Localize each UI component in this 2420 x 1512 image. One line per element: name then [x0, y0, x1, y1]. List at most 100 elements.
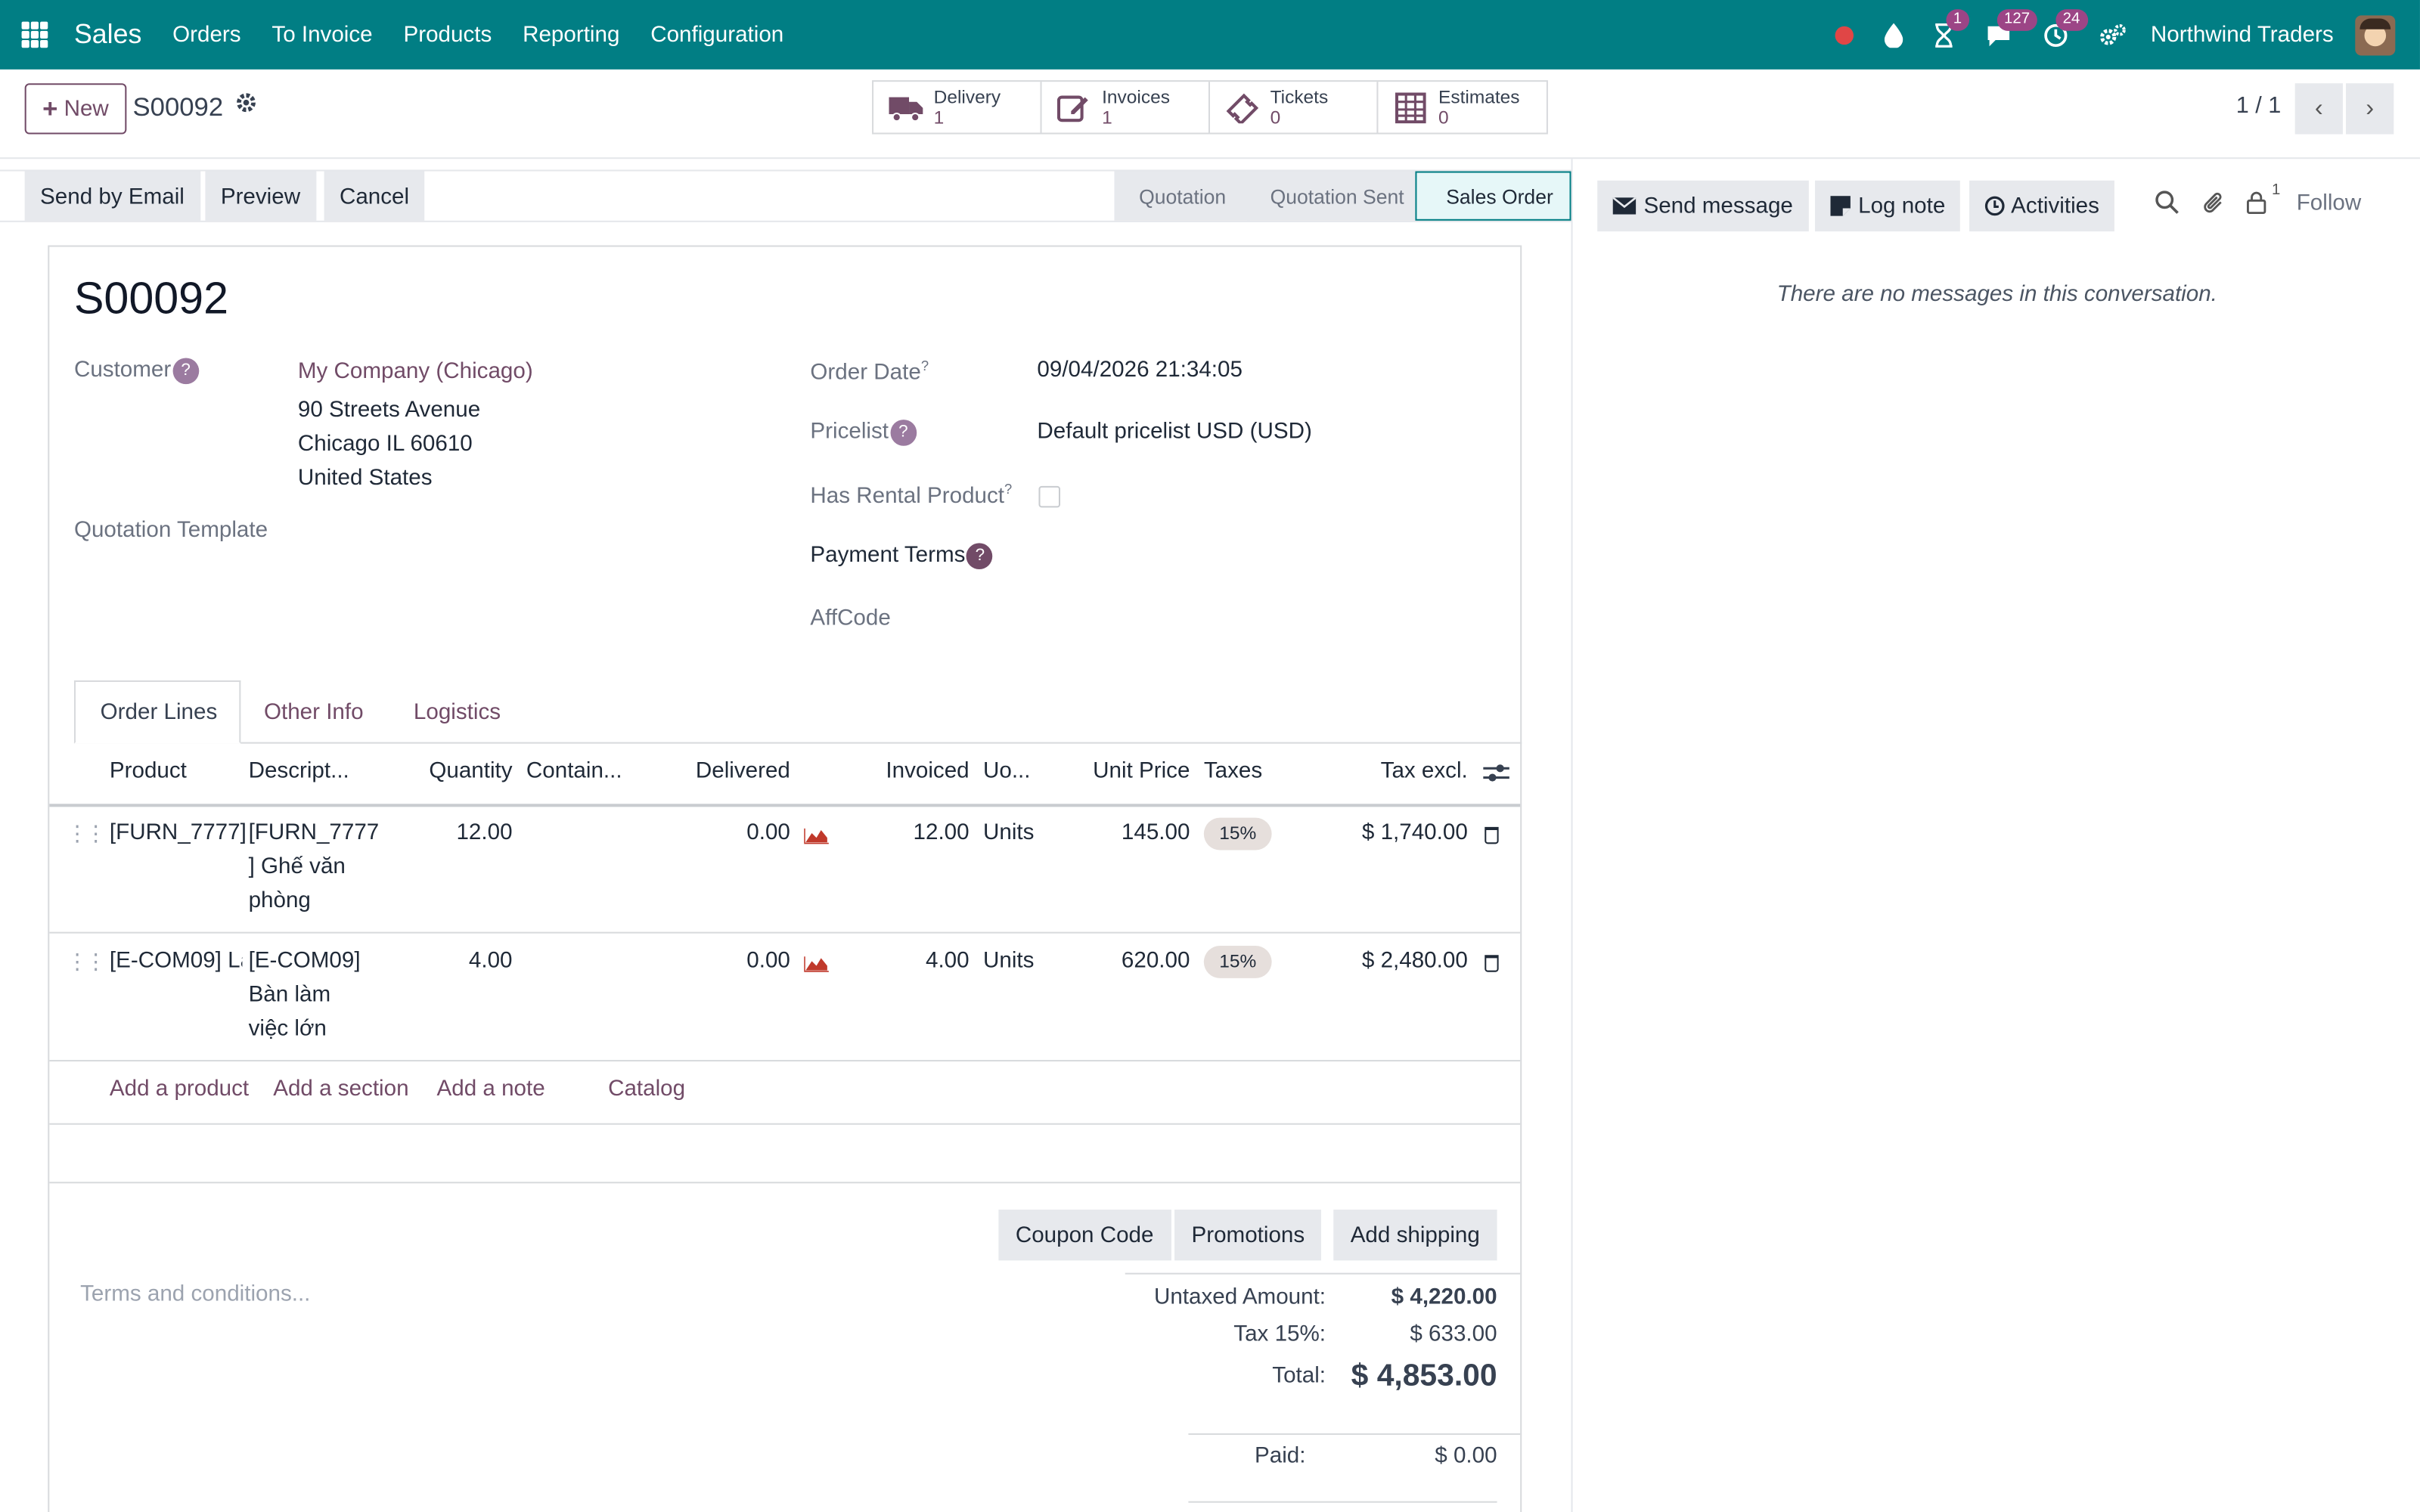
user-avatar[interactable]	[2355, 14, 2396, 55]
forecast-chart-icon[interactable]	[804, 826, 829, 844]
column-unit-price[interactable]: Unit Price	[1093, 759, 1190, 784]
paperclip-icon[interactable]	[2202, 190, 2226, 224]
send-message-button[interactable]: Send message	[1597, 180, 1809, 232]
customer-address-line1: 90 Streets Avenue	[297, 398, 481, 423]
drag-handle-icon[interactable]: ⋮⋮	[66, 820, 107, 846]
column-subtotal[interactable]: Tax excl.	[1380, 759, 1468, 784]
column-product[interactable]: Product	[109, 759, 187, 784]
top-navbar: Sales Orders To Invoice Products Reporti…	[0, 0, 2420, 70]
next-record-button[interactable]: ›	[2346, 83, 2394, 135]
tax-badge[interactable]: 15%	[1203, 946, 1272, 978]
log-note-button[interactable]: Log note	[1814, 180, 1961, 232]
tab-other-info[interactable]: Other Info	[263, 699, 364, 725]
estimates-label: Estimates	[1438, 85, 1520, 107]
menu-configuration[interactable]: Configuration	[650, 22, 784, 48]
trash-icon[interactable]	[1485, 955, 1499, 972]
invoices-count: 1	[1102, 105, 1112, 128]
column-taxes[interactable]: Taxes	[1203, 759, 1263, 784]
new-button[interactable]: + New	[24, 83, 127, 135]
terms-and-conditions-input[interactable]: Terms and conditions...	[80, 1281, 311, 1307]
add-product-link[interactable]: Add a product	[109, 1077, 250, 1102]
add-note-link[interactable]: Add a note	[436, 1077, 545, 1102]
pricelist-field[interactable]: Default pricelist USD (USD)	[1037, 420, 1312, 445]
catalog-link[interactable]: Catalog	[608, 1077, 686, 1102]
gear-icon[interactable]	[234, 91, 258, 122]
company-switcher[interactable]: Northwind Traders	[2150, 22, 2334, 48]
promotions-button[interactable]: Promotions	[1174, 1209, 1322, 1261]
rental-product-checkbox[interactable]	[1038, 485, 1061, 508]
column-container[interactable]: Contain...	[526, 759, 622, 784]
chat-icon[interactable]: 127	[1984, 8, 2038, 48]
help-icon[interactable]: ?	[890, 420, 917, 446]
menu-products[interactable]: Products	[403, 22, 492, 48]
ticket-icon	[1225, 91, 1259, 123]
settings-gears-icon[interactable]	[2099, 23, 2127, 48]
chevron-left-icon: ‹	[2314, 94, 2323, 122]
drag-handle-icon[interactable]: ⋮⋮	[66, 949, 107, 974]
tab-logistics[interactable]: Logistics	[413, 699, 501, 725]
stage-quotation-sent[interactable]: Quotation Sent	[1246, 171, 1420, 221]
invoice-edit-icon	[1056, 91, 1091, 122]
help-icon[interactable]: ?	[966, 543, 994, 570]
invoices-smart-button[interactable]: Invoices 1	[1042, 82, 1210, 133]
clock-icon[interactable]: 24	[2043, 8, 2088, 48]
preview-button[interactable]: Preview	[205, 171, 316, 222]
totals-bottom-divider	[1188, 1501, 1497, 1503]
record-dot-icon[interactable]	[1834, 25, 1854, 45]
estimates-smart-button[interactable]: Estimates 0	[1378, 82, 1546, 132]
stage-sales-order[interactable]: Sales Order	[1415, 171, 1571, 221]
followers-lock-icon[interactable]	[2245, 190, 2267, 222]
column-invoiced[interactable]: Invoiced	[886, 759, 970, 784]
forecast-chart-icon[interactable]	[804, 953, 829, 972]
tickets-count: 0	[1270, 105, 1281, 128]
trash-icon[interactable]	[1485, 826, 1499, 844]
optional-columns-icon[interactable]	[1483, 762, 1509, 790]
column-delivered[interactable]: Delivered	[695, 759, 790, 784]
plus-icon: +	[42, 93, 58, 123]
menu-orders[interactable]: Orders	[172, 22, 241, 48]
add-section-link[interactable]: Add a section	[273, 1077, 409, 1102]
row-quantity[interactable]: 4.00	[468, 949, 513, 974]
droplet-icon[interactable]	[1883, 22, 1903, 48]
followers-count: 1	[2272, 181, 2281, 200]
previous-record-button[interactable]: ‹	[2294, 83, 2343, 135]
row-quantity[interactable]: 12.00	[456, 820, 513, 846]
row-product[interactable]: [FURN_7777]	[109, 820, 247, 846]
add-shipping-button[interactable]: Add shipping	[1333, 1209, 1497, 1261]
pager-value[interactable]: 1 / 1	[2235, 92, 2282, 119]
tickets-smart-button[interactable]: Tickets 0	[1210, 82, 1379, 133]
menu-reporting[interactable]: Reporting	[523, 22, 620, 48]
tax-badge[interactable]: 15%	[1203, 817, 1272, 850]
order-date-field[interactable]: 09/04/2026 21:34:05	[1037, 358, 1243, 383]
row-unit-price[interactable]: 145.00	[1121, 820, 1190, 846]
row-uom[interactable]: Units	[982, 820, 1035, 846]
cancel-button[interactable]: Cancel	[324, 171, 425, 222]
help-icon[interactable]: ?	[172, 358, 199, 385]
log-note-label: Log note	[1858, 194, 1946, 218]
estimates-count: 0	[1438, 105, 1449, 128]
breadcrumb-record: S00092	[132, 92, 224, 122]
column-quantity[interactable]: Quantity	[429, 759, 513, 784]
customer-address-line2: Chicago IL 60610	[297, 432, 473, 457]
row-uom[interactable]: Units	[982, 949, 1035, 974]
search-icon[interactable]	[2155, 190, 2180, 222]
menu-to-invoice[interactable]: To Invoice	[271, 22, 373, 48]
hourglass-icon[interactable]: 1	[1933, 8, 1970, 48]
coupon-code-button[interactable]: Coupon Code	[998, 1209, 1171, 1261]
stage-quotation[interactable]: Quotation	[1114, 171, 1251, 221]
apps-menu-icon[interactable]	[21, 21, 48, 48]
send-by-email-button[interactable]: Send by Email	[24, 171, 200, 222]
tab-order-lines[interactable]: Order Lines	[73, 680, 241, 744]
column-uom[interactable]: Uo...	[982, 759, 1031, 784]
row-product[interactable]: [E-COM09] La	[109, 949, 243, 974]
app-name[interactable]: Sales	[73, 18, 142, 50]
delivery-smart-button[interactable]: Delivery 1	[873, 82, 1042, 133]
activities-button[interactable]: Activities	[1969, 180, 2115, 232]
row-unit-price[interactable]: 620.00	[1121, 949, 1190, 974]
row-subtotal: $ 1,740.00	[1361, 820, 1468, 846]
note-icon	[1830, 196, 1851, 216]
column-description[interactable]: Descript...	[248, 759, 349, 784]
follow-button[interactable]: Follow	[2296, 191, 2362, 216]
form-sheet: S00092 Customer? My Company (Chicago) 90…	[48, 245, 1522, 1512]
customer-name[interactable]: My Company (Chicago)	[297, 359, 533, 385]
